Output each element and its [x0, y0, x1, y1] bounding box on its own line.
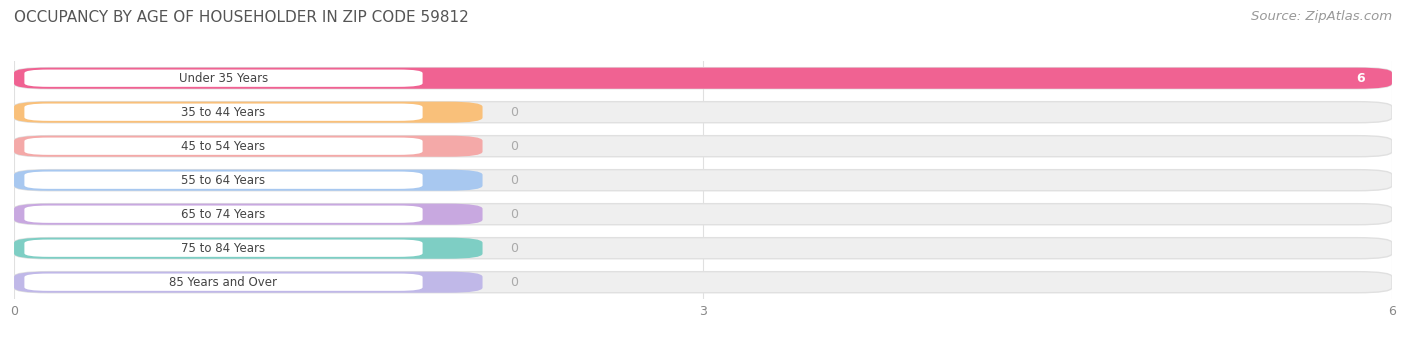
- Text: 0: 0: [510, 106, 517, 119]
- FancyBboxPatch shape: [24, 138, 423, 155]
- Text: Source: ZipAtlas.com: Source: ZipAtlas.com: [1251, 10, 1392, 23]
- FancyBboxPatch shape: [14, 170, 1392, 191]
- FancyBboxPatch shape: [14, 238, 1392, 259]
- Text: 75 to 84 Years: 75 to 84 Years: [181, 242, 266, 255]
- Text: 0: 0: [510, 242, 517, 255]
- Text: 0: 0: [510, 174, 517, 187]
- FancyBboxPatch shape: [24, 240, 423, 257]
- FancyBboxPatch shape: [14, 68, 1392, 89]
- FancyBboxPatch shape: [24, 172, 423, 189]
- FancyBboxPatch shape: [24, 206, 423, 223]
- Text: Under 35 Years: Under 35 Years: [179, 72, 269, 85]
- Text: 35 to 44 Years: 35 to 44 Years: [181, 106, 266, 119]
- FancyBboxPatch shape: [14, 170, 482, 191]
- Text: 45 to 54 Years: 45 to 54 Years: [181, 140, 266, 153]
- FancyBboxPatch shape: [14, 68, 1392, 89]
- FancyBboxPatch shape: [14, 272, 1392, 293]
- FancyBboxPatch shape: [14, 238, 482, 259]
- Text: OCCUPANCY BY AGE OF HOUSEHOLDER IN ZIP CODE 59812: OCCUPANCY BY AGE OF HOUSEHOLDER IN ZIP C…: [14, 10, 468, 25]
- FancyBboxPatch shape: [14, 204, 1392, 225]
- Text: 0: 0: [510, 208, 517, 221]
- FancyBboxPatch shape: [14, 204, 482, 225]
- FancyBboxPatch shape: [14, 102, 482, 123]
- Text: 85 Years and Over: 85 Years and Over: [170, 276, 277, 289]
- FancyBboxPatch shape: [14, 272, 482, 293]
- Text: 6: 6: [1355, 72, 1364, 85]
- FancyBboxPatch shape: [14, 136, 1392, 157]
- Text: 0: 0: [510, 140, 517, 153]
- Text: 0: 0: [510, 276, 517, 289]
- FancyBboxPatch shape: [24, 274, 423, 291]
- Text: 65 to 74 Years: 65 to 74 Years: [181, 208, 266, 221]
- FancyBboxPatch shape: [14, 136, 482, 157]
- Text: 55 to 64 Years: 55 to 64 Years: [181, 174, 266, 187]
- FancyBboxPatch shape: [24, 70, 423, 87]
- FancyBboxPatch shape: [14, 102, 1392, 123]
- FancyBboxPatch shape: [24, 104, 423, 121]
